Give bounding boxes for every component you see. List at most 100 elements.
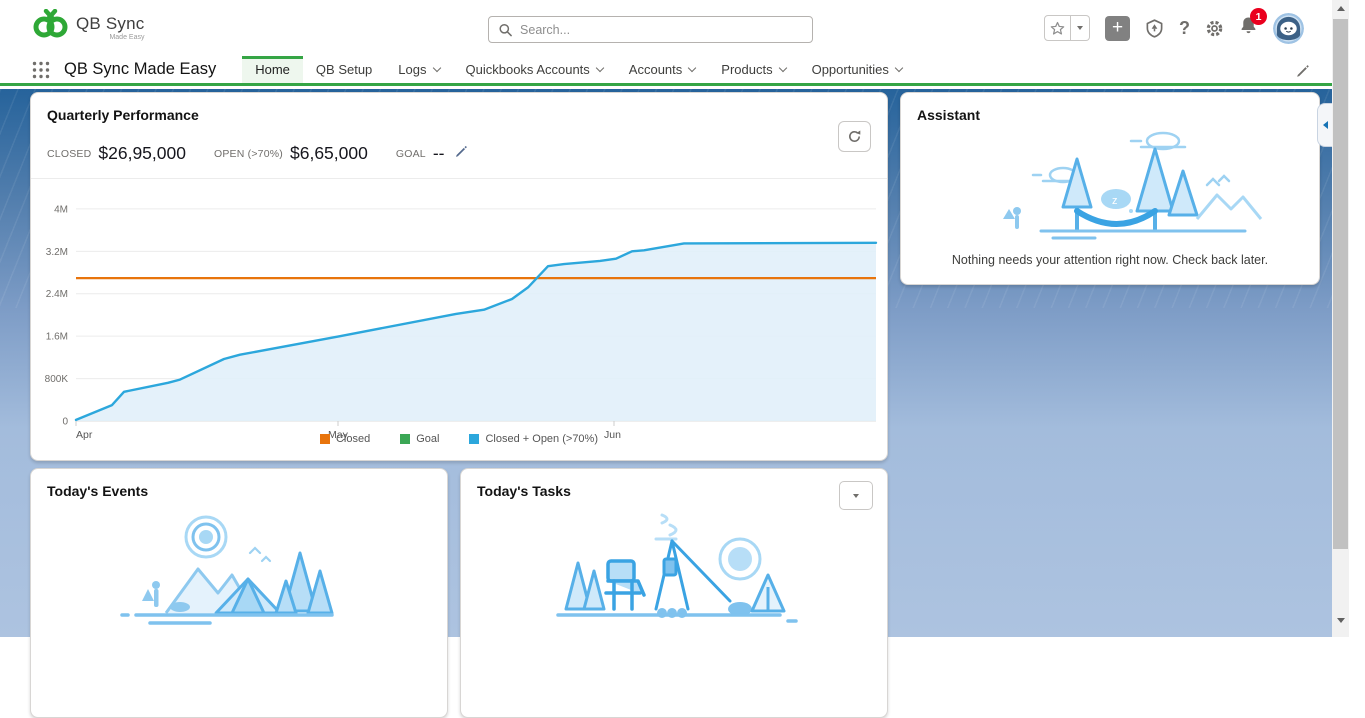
notification-badge: 1 <box>1250 8 1267 25</box>
app-nav-bar: QB Sync Made Easy Home QB Setup Logs Quickb… <box>0 56 1332 86</box>
dashboard-content: Quarterly Performance CLOSED $26,95,000 OP… <box>0 89 1332 718</box>
guidance-center-icon[interactable] <box>1145 18 1164 38</box>
stat-closed: CLOSED $26,95,000 <box>47 143 186 164</box>
assistant-illustration: z <box>901 127 1319 245</box>
tab-opportunities[interactable]: Opportunities <box>799 56 915 83</box>
tasks-menu-button[interactable] <box>839 481 873 510</box>
chart-legend: Closed Goal Closed + Open (>70%) <box>31 433 887 445</box>
tab-home[interactable]: Home <box>242 56 303 83</box>
svg-text:1.6M: 1.6M <box>46 332 68 343</box>
logo-subtitle: Made Easy <box>109 34 145 41</box>
chevron-down-icon <box>595 63 605 73</box>
todays-events-card: Today's Events <box>30 468 448 718</box>
help-icon[interactable]: ? <box>1179 17 1190 38</box>
scroll-down-button[interactable] <box>1332 612 1349 629</box>
app-launcher-icon[interactable] <box>32 61 50 79</box>
todays-tasks-card: Today's Tasks <box>460 468 888 718</box>
legend-item-goal: Goal <box>400 433 439 445</box>
svg-text:0: 0 <box>62 417 68 428</box>
chevron-down-icon <box>432 63 441 73</box>
app-window: QB Sync Made Easy + <box>0 0 1332 718</box>
favorites-control <box>1044 15 1090 41</box>
chevron-down-icon <box>894 63 904 73</box>
svg-text:4M: 4M <box>54 204 68 215</box>
stat-value: $26,95,000 <box>98 143 186 163</box>
tab-label: Home <box>255 62 290 77</box>
favorite-star-button[interactable] <box>1044 15 1071 41</box>
legend-label: Closed <box>335 433 371 445</box>
assistant-empty-message: Nothing needs your attention right now. … <box>951 253 1269 267</box>
svg-text:z: z <box>1112 195 1118 207</box>
collapse-left-icon <box>1322 121 1328 129</box>
chevron-down-icon <box>1077 26 1083 30</box>
avatar-astro-icon <box>1273 12 1304 44</box>
tab-label: Quickbooks Accounts <box>465 62 590 77</box>
tab-label: Logs <box>398 62 427 77</box>
scrollbar-thumb[interactable] <box>1333 19 1348 549</box>
legend-item-closed: Closed <box>319 433 371 445</box>
events-illustration <box>31 505 447 640</box>
legend-label: Goal <box>416 433 440 445</box>
logo-title: QB Sync <box>76 14 145 33</box>
tab-quickbooks-accounts[interactable]: Quickbooks Accounts <box>453 56 616 83</box>
tab-products[interactable]: Products <box>708 56 798 83</box>
divider <box>31 178 887 179</box>
legend-swatch <box>400 434 411 444</box>
tasks-illustration <box>461 505 887 640</box>
legend-swatch <box>319 434 330 444</box>
company-logo: QB Sync Made Easy <box>30 9 144 41</box>
global-actions-button[interactable]: + <box>1105 15 1130 41</box>
todays-events-title: Today's Events <box>47 483 149 499</box>
user-avatar[interactable] <box>1273 12 1304 44</box>
tab-label: Products <box>721 62 773 77</box>
todays-tasks-title: Today's Tasks <box>477 483 571 499</box>
assistant-card: Assistant <box>900 92 1320 285</box>
edit-goal-icon[interactable] <box>454 144 468 163</box>
global-header: QB Sync Made Easy + <box>0 0 1332 56</box>
performance-chart: 0 800K 1.6M 2.4M 3.2M 4M Apr May Jun <box>45 204 878 441</box>
scroll-up-icon <box>1336 6 1345 11</box>
right-panel-collapse-handle[interactable] <box>1317 103 1332 147</box>
svg-text:Apr: Apr <box>76 429 93 441</box>
search-input[interactable] <box>520 22 802 37</box>
stat-value: $6,65,000 <box>290 143 368 163</box>
favorites-menu-button[interactable] <box>1071 15 1090 41</box>
global-search[interactable] <box>488 16 813 43</box>
stat-goal: GOAL -- <box>396 143 468 164</box>
stat-label: OPEN (>70%) <box>213 147 283 160</box>
app-name: QB Sync Made Easy <box>64 60 217 78</box>
refresh-icon <box>849 130 861 142</box>
quarterly-performance-card: Quarterly Performance CLOSED $26,95,000 OP… <box>30 92 888 461</box>
assistant-title: Assistant <box>917 107 981 123</box>
tab-logs[interactable]: Logs <box>385 56 452 83</box>
stat-label: CLOSED <box>47 147 92 160</box>
tab-bar: Home QB Setup Logs Quickbooks Accounts Accou… <box>242 56 915 83</box>
scroll-up-button[interactable] <box>1332 0 1349 17</box>
vertical-scrollbar[interactable] <box>1332 0 1349 637</box>
edit-nav-pencil-icon[interactable] <box>1295 63 1310 78</box>
search-icon <box>499 23 512 36</box>
tab-accounts[interactable]: Accounts <box>616 56 708 83</box>
quarterly-performance-title: Quarterly Performance <box>47 107 199 123</box>
legend-swatch <box>469 434 480 444</box>
svg-text:May: May <box>328 429 349 441</box>
tab-label: Accounts <box>628 62 683 77</box>
chevron-down-icon <box>688 63 697 73</box>
performance-stats: CLOSED $26,95,000 OPEN (>70%) $6,65,000 GOAL… <box>47 143 468 164</box>
svg-text:3.2M: 3.2M <box>46 247 68 258</box>
stat-value: -- <box>432 143 445 163</box>
stat-label: GOAL <box>395 147 426 160</box>
legend-label: Closed + Open (>70%) <box>485 433 598 445</box>
svg-text:Jun: Jun <box>604 429 621 441</box>
setup-gear-icon[interactable] <box>1205 19 1224 38</box>
refresh-button[interactable] <box>838 121 871 152</box>
legend-item-closed-open-70: Closed + Open (>70%) <box>469 433 598 445</box>
stat-open-70: OPEN (>70%) $6,65,000 <box>214 143 368 164</box>
notifications-button[interactable]: 1 <box>1239 8 1267 40</box>
scroll-down-icon <box>1336 618 1345 623</box>
chevron-down-icon <box>853 493 859 498</box>
tab-label: Opportunities <box>811 62 889 77</box>
tab-qb-setup[interactable]: QB Setup <box>303 56 385 83</box>
chevron-down-icon <box>778 63 787 73</box>
tab-label: QB Setup <box>315 62 373 77</box>
